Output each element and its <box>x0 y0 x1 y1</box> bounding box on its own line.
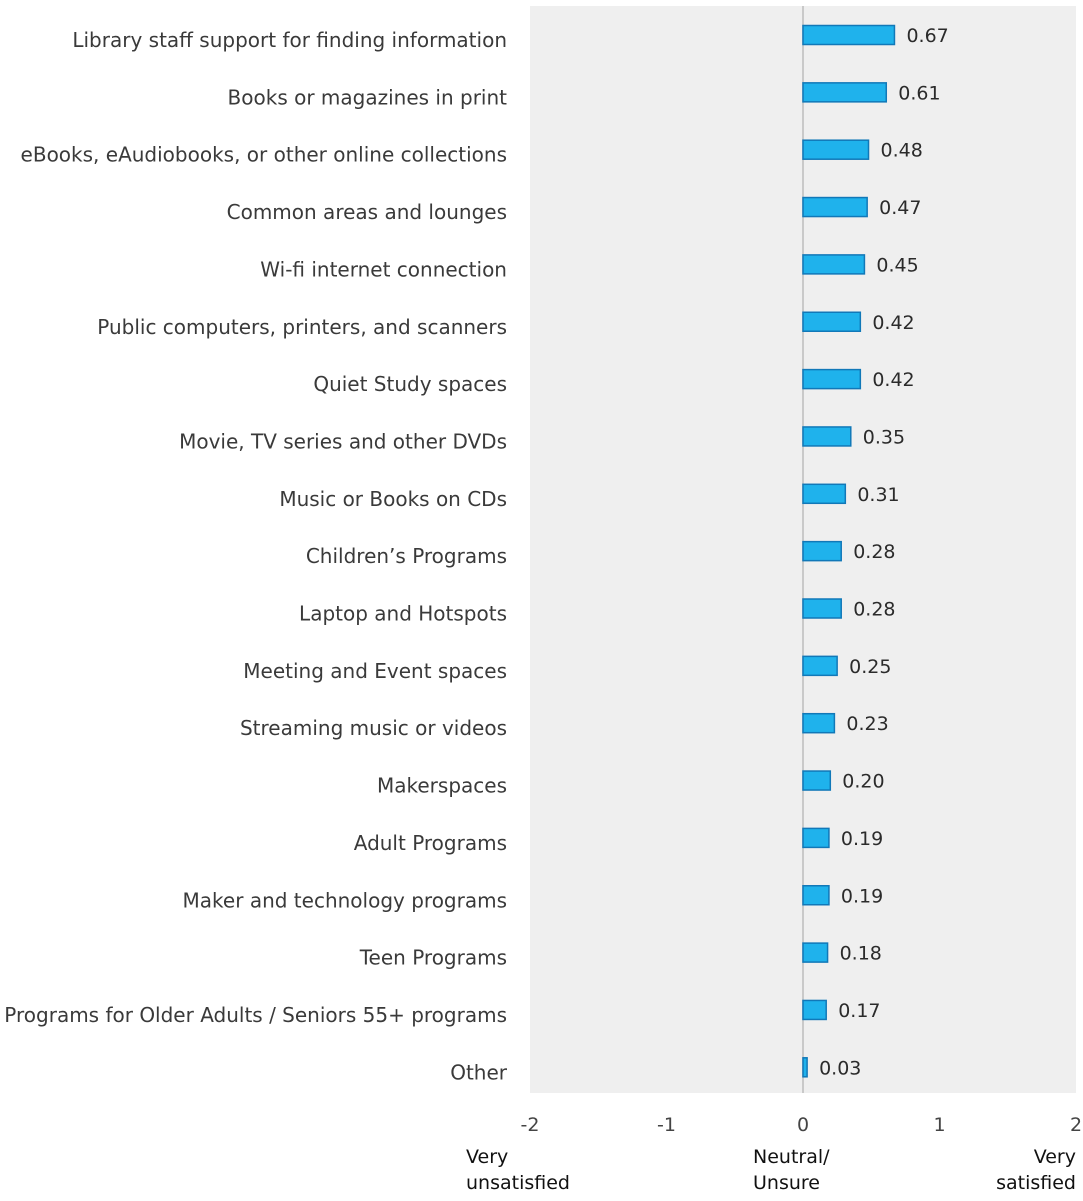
bar-12 <box>802 712 836 734</box>
category-label-11: Meeting and Event spaces <box>243 659 507 683</box>
value-label-17: 0.17 <box>838 1000 880 1022</box>
value-labels-layer: 0.67 0.61 0.48 0.47 0.45 0.42 0.42 0.35 0.31 0.28… <box>819 25 949 1079</box>
value-label-5: 0.42 <box>872 312 914 334</box>
category-labels-layer: Library staff support for finding inform… <box>4 28 507 1084</box>
category-label-12: Streaming music or videos <box>240 716 507 740</box>
bar-14 <box>802 827 830 849</box>
scale-anchor-0-line-1: unsatisfied <box>466 1172 570 1194</box>
category-label-3: Common areas and lounges <box>227 200 507 224</box>
scale-anchor-2-line-0: Very <box>1034 1146 1076 1168</box>
category-label-8: Music or Books on CDs <box>279 487 507 511</box>
scale-anchor-labels: Very unsatisfied Neutral/Unsure Very satisfi… <box>466 1146 1076 1194</box>
value-label-13: 0.20 <box>842 771 884 793</box>
category-label-6: Quiet Study spaces <box>313 372 507 396</box>
category-label-1: Books or magazines in print <box>228 85 508 109</box>
x-tick-label-3: 1 <box>933 1114 945 1136</box>
category-label-0: Library staff support for finding inform… <box>72 28 507 52</box>
value-label-16: 0.18 <box>840 943 882 965</box>
x-tick-label-1: -1 <box>657 1114 676 1136</box>
bar-9 <box>802 540 842 562</box>
scale-anchor-2-line-1: satisfied <box>996 1172 1076 1194</box>
value-label-1: 0.61 <box>898 82 940 104</box>
value-label-4: 0.45 <box>876 254 918 276</box>
bar-16 <box>802 942 829 963</box>
category-label-5: Public computers, printers, and scanners <box>97 315 507 339</box>
category-label-2: eBooks, eAudiobooks, or other online col… <box>21 143 507 167</box>
category-label-7: Movie, TV series and other DVDs <box>179 429 507 453</box>
value-label-6: 0.42 <box>872 369 914 391</box>
bar-17 <box>802 999 827 1021</box>
value-label-15: 0.19 <box>841 885 883 907</box>
value-label-12: 0.23 <box>846 713 888 735</box>
bar-0 <box>802 24 896 46</box>
bar-2 <box>802 139 870 160</box>
category-label-17: Programs for Older Adults / Seniors 55+ … <box>4 1003 507 1027</box>
category-label-15: Maker and technology programs <box>183 888 507 912</box>
value-label-0: 0.67 <box>906 25 948 47</box>
x-tick-label-2: 0 <box>797 1114 809 1136</box>
category-label-9: Children’s Programs <box>306 544 507 568</box>
bar-6 <box>802 368 862 390</box>
category-label-4: Wi-fi internet connection <box>260 257 507 281</box>
bar-11 <box>802 655 838 677</box>
scale-anchor-1-line-1: Unsure <box>753 1172 820 1194</box>
x-axis: -2 -1 0 1 2 <box>521 1114 1083 1136</box>
bar-7 <box>802 426 852 447</box>
value-label-14: 0.19 <box>841 828 883 850</box>
category-label-18: Other <box>450 1060 508 1084</box>
bar-18 <box>802 1057 808 1078</box>
value-label-8: 0.31 <box>857 484 899 506</box>
x-tick-label-0: -2 <box>521 1114 540 1136</box>
category-label-10: Laptop and Hotspots <box>299 602 507 626</box>
category-label-14: Adult Programs <box>354 831 507 855</box>
bar-3 <box>802 196 868 218</box>
value-label-9: 0.28 <box>853 541 895 563</box>
category-label-16: Teen Programs <box>359 946 507 970</box>
scale-anchor-0-line-0: Very <box>466 1146 508 1168</box>
value-label-7: 0.35 <box>863 426 905 448</box>
value-label-18: 0.03 <box>819 1057 861 1079</box>
bar-5 <box>802 311 862 332</box>
category-label-13: Makerspaces <box>377 774 507 798</box>
bar-10 <box>802 598 842 619</box>
value-label-2: 0.48 <box>881 140 923 162</box>
bar-8 <box>802 483 847 505</box>
value-label-10: 0.28 <box>853 599 895 621</box>
bar-1 <box>802 82 888 103</box>
bar-13 <box>802 770 832 791</box>
value-label-11: 0.25 <box>849 656 891 678</box>
bars-layer <box>802 24 896 1078</box>
scale-anchor-1-line-0: Neutral/ <box>753 1146 830 1168</box>
x-tick-label-4: 2 <box>1070 1114 1082 1136</box>
value-label-3: 0.47 <box>879 197 921 219</box>
bar-15 <box>802 885 830 906</box>
bar-4 <box>802 254 866 275</box>
